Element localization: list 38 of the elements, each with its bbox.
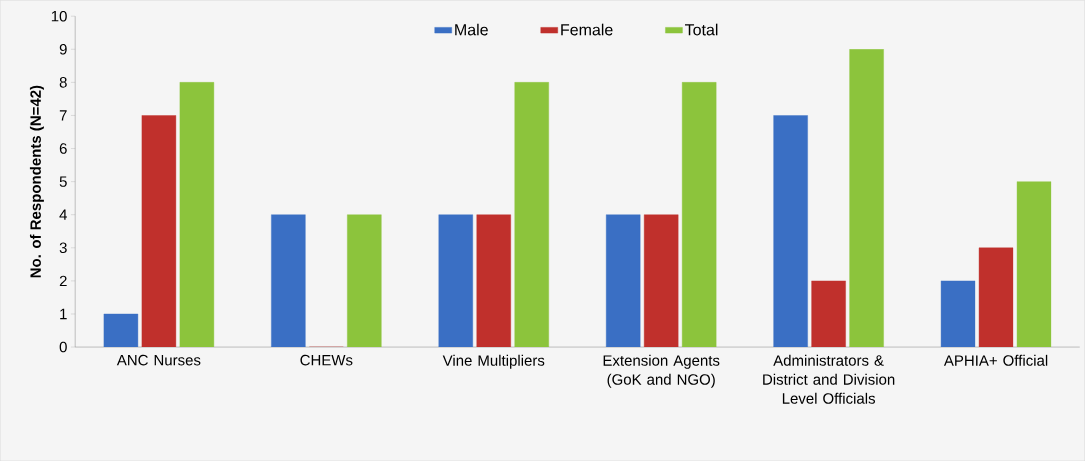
y-tick-label: 9: [59, 43, 67, 55]
legend-label: Total: [685, 23, 718, 36]
x-tick-label: Extension Agents (GoK and NGO): [603, 354, 720, 388]
bar: [811, 280, 846, 347]
y-tick-label: 7: [59, 110, 67, 121]
y-tick-label: 5: [59, 176, 67, 187]
y-tick-label: 3: [59, 242, 67, 253]
y-tick-label: 4: [59, 209, 67, 220]
y-tick-label: 6: [59, 143, 67, 154]
bar: [179, 82, 215, 347]
x-tick-label: ANC Nurses: [116, 354, 201, 366]
y-axis-title: No. of Respondents (N=42): [29, 85, 44, 278]
x-tick-label: Vine Multipliers: [442, 354, 545, 369]
bar: [849, 48, 884, 347]
y-tick-label: 1: [60, 308, 67, 320]
bar: [681, 82, 717, 347]
bar: [438, 214, 473, 347]
x-tick-label: APHIA+ Official: [943, 354, 1048, 366]
bar: [271, 214, 306, 347]
legend-label: Female: [561, 23, 613, 36]
y-tick-label: 2: [59, 275, 67, 287]
bar: [347, 214, 382, 347]
legend-label: Male: [455, 23, 488, 36]
x-tick-label: CHEWs: [300, 354, 353, 366]
bar: [643, 214, 679, 347]
bar: [141, 115, 177, 347]
bar: [103, 313, 139, 347]
y-tick-label: 10: [51, 10, 67, 22]
y-tick-label: 0: [59, 341, 67, 353]
x-tick-label: Administrators & District and Division Level Officials: [763, 354, 895, 404]
bar: [773, 115, 808, 347]
y-tick-label: 8: [59, 76, 67, 88]
bar: [978, 247, 1014, 347]
bar: [1016, 181, 1052, 347]
bar: [940, 280, 976, 347]
bar: [476, 214, 511, 347]
bar: [514, 82, 549, 347]
bar: [606, 214, 641, 347]
